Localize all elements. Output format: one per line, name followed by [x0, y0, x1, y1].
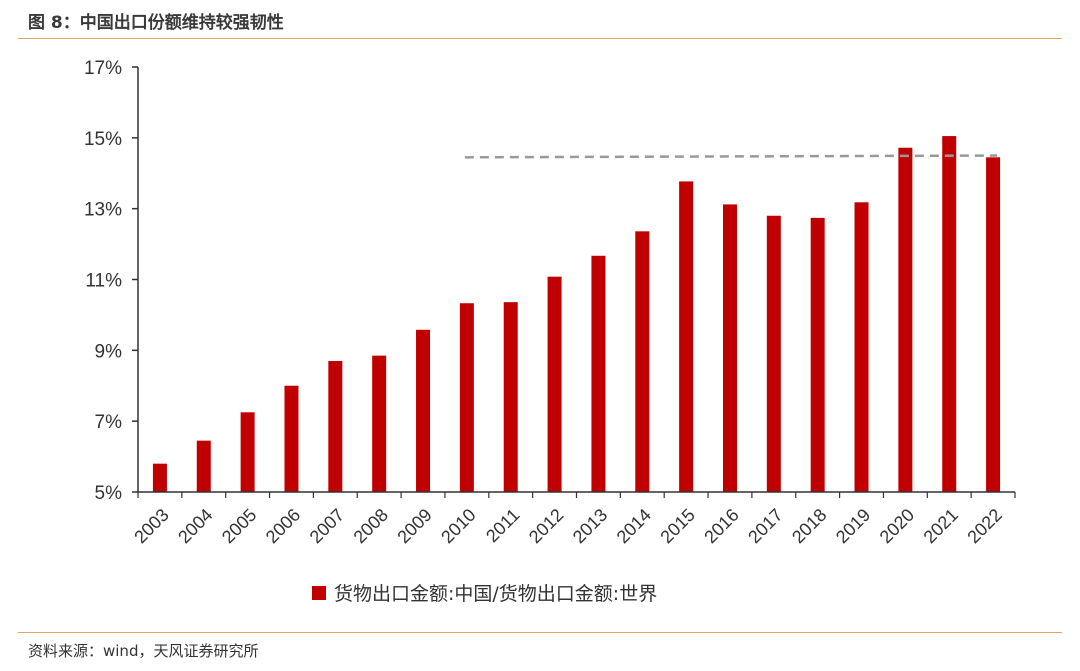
bar-2021 — [942, 136, 957, 492]
y-tick-label: 9% — [95, 341, 123, 362]
bar-2017 — [766, 215, 781, 492]
bar-2011 — [503, 302, 518, 492]
bar-2022 — [986, 157, 1001, 492]
x-tick-label: 2010 — [437, 505, 479, 547]
y-tick-label: 5% — [95, 483, 123, 504]
y-tick-label: 15% — [84, 129, 122, 150]
figure-title: 图 8：中国出口份额维持较强韧性 — [28, 13, 284, 33]
y-tick-label: 11% — [85, 271, 122, 292]
x-tick-label: 2012 — [525, 505, 567, 547]
bar-2018 — [810, 217, 825, 492]
bar-2010 — [459, 303, 474, 492]
top-divider — [18, 38, 1062, 39]
bar-2014 — [635, 231, 650, 493]
bar-2004 — [196, 440, 211, 492]
x-tick-label: 2007 — [306, 505, 348, 547]
x-tick-label: 2009 — [393, 505, 435, 547]
x-tick-label: 2013 — [569, 505, 611, 547]
x-tick-label: 2016 — [700, 505, 742, 547]
legend-swatch — [312, 586, 326, 600]
bar-2019 — [854, 202, 869, 492]
x-tick-label: 2015 — [656, 505, 698, 547]
bar-2007 — [328, 360, 343, 492]
bar-2005 — [240, 412, 255, 492]
x-tick-label: 2018 — [788, 505, 830, 547]
x-tick-label: 2020 — [876, 505, 918, 547]
y-tick-label: 7% — [95, 412, 123, 433]
y-tick-label: 13% — [84, 200, 122, 221]
bar-2016 — [722, 204, 737, 492]
x-tick-label: 2021 — [920, 505, 962, 547]
reference-dashed-line — [464, 154, 998, 159]
y-tick-label: 17% — [84, 58, 122, 79]
bottom-divider — [18, 632, 1062, 633]
bar-2009 — [416, 329, 431, 492]
x-tick-label: 2017 — [744, 505, 786, 547]
x-tick-label: 2003 — [130, 505, 172, 547]
x-tick-label: 2011 — [482, 505, 524, 547]
x-tick-label: 2004 — [174, 505, 216, 547]
bar-2008 — [372, 355, 387, 492]
bar-2006 — [284, 385, 299, 492]
x-tick-label: 2005 — [218, 505, 260, 547]
legend-label: 货物出口金额:中国/货物出口金额:世界 — [334, 583, 657, 605]
bar-2012 — [547, 276, 562, 492]
x-tick-label: 2019 — [832, 505, 874, 547]
x-tick-label: 2008 — [350, 505, 392, 547]
bar-2003 — [152, 463, 167, 492]
x-tick-label: 2006 — [262, 505, 304, 547]
source-note: 资料来源：wind，天风证券研究所 — [28, 642, 259, 660]
x-tick-label: 2014 — [613, 505, 655, 547]
bar-2020 — [898, 147, 913, 492]
bar-2013 — [591, 255, 606, 492]
x-tick-label: 2022 — [963, 505, 1005, 547]
bar-2015 — [679, 181, 694, 493]
